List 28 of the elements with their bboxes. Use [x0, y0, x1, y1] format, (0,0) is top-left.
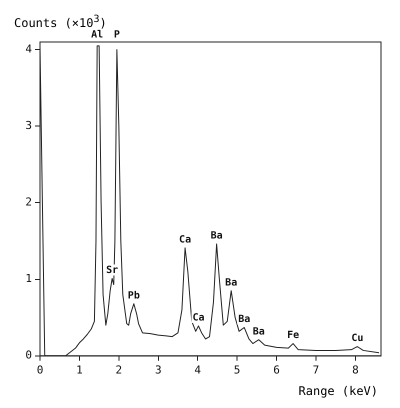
y-axis-title: Counts (×10$^{3}$)	[14, 14, 107, 30]
y-tick-label: 0	[25, 348, 32, 362]
annotation: Fe	[287, 330, 300, 342]
annotation: Ba	[210, 230, 223, 242]
annotation: Ba	[238, 314, 250, 326]
annotation: Ca	[179, 234, 192, 246]
y-tick-label: 3	[25, 119, 32, 132]
annotation: Pb	[128, 290, 140, 302]
x-tick-label: 5	[234, 363, 240, 376]
x-tick-label: 8	[352, 363, 359, 376]
x-tick-label: 6	[273, 363, 280, 376]
x-tick-label: 7	[312, 363, 320, 376]
annotation: Ca	[192, 312, 204, 324]
x-tick-label: 0	[36, 363, 44, 376]
x-tick-label: 4	[194, 363, 202, 376]
x-tick-label: 1	[76, 363, 83, 376]
annotation: Ba	[252, 326, 265, 338]
y-tick-label: 1	[25, 272, 32, 286]
x-tick-label: 2	[116, 363, 122, 376]
x-tick-label: 3	[154, 363, 162, 376]
annotation: Cu	[351, 333, 364, 344]
y-tick-label: 4	[25, 42, 32, 56]
y-tick-label: 2	[25, 196, 32, 209]
annotation: P	[114, 30, 120, 41]
annotation: Ba	[225, 277, 238, 288]
x-axis-title: Range (keV)	[298, 384, 378, 398]
annotation: Al	[91, 30, 104, 41]
annotation: Sr	[106, 265, 118, 276]
